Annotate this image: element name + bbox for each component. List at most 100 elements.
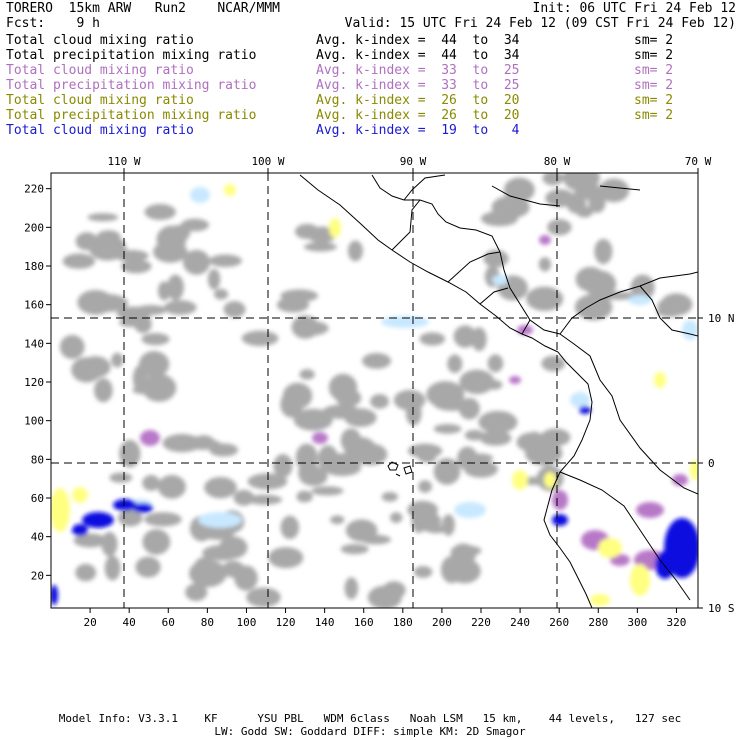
axis-ticks — [46, 168, 703, 613]
cloud-blob — [94, 378, 113, 403]
lightblue-patch — [454, 502, 486, 518]
legend-kindex: Avg. k-index = 44 to 34 — [316, 33, 520, 48]
legend-row: Total precipitation mixing ratio Avg. k-i… — [6, 108, 736, 123]
x-tick-label: 220 — [471, 616, 491, 629]
caribbean-islands — [491, 185, 641, 207]
purple-patch — [636, 502, 664, 518]
cloud-blob — [120, 259, 152, 274]
ecuador-peru-border — [559, 471, 691, 601]
lightblue-patch — [381, 316, 429, 328]
cloud-blob — [246, 494, 283, 505]
cloud-blob — [419, 332, 446, 346]
cloud-blob — [486, 379, 503, 390]
x-tick-label: 240 — [510, 616, 530, 629]
axis-labels: 20 40 60 80 100 120 140 160 180 200 220 240 260 280 30… — [24, 155, 734, 629]
x-tick-label: 280 — [588, 616, 608, 629]
cloud-blob — [413, 565, 433, 578]
cloud-blob — [273, 454, 293, 478]
cloud-blob — [62, 253, 96, 269]
cloud-blob — [144, 203, 176, 220]
x-tick-label: 80 — [201, 616, 214, 629]
legend-kindex: Avg. k-index = 19 to 4 — [316, 123, 520, 138]
border-costa-rica — [521, 319, 531, 335]
legend-field: Total cloud mixing ratio — [6, 33, 194, 48]
y-tick-label: 180 — [24, 260, 44, 273]
blue-patch — [113, 499, 137, 511]
cloud-blob — [213, 288, 229, 300]
yellow-patch — [51, 488, 70, 532]
cloud-blob — [296, 490, 312, 503]
yellow-patch — [72, 487, 88, 503]
cloud-blob — [282, 382, 313, 409]
lightblue-patch — [492, 275, 508, 285]
cloud-blob — [479, 430, 512, 446]
cloud-blob — [459, 369, 495, 395]
y-tick-label: 100 — [24, 415, 44, 428]
cloud-blob — [104, 555, 121, 581]
cloud-blob — [202, 545, 242, 561]
cloud-blob — [246, 587, 281, 608]
cloud-blob — [297, 227, 336, 237]
yellow-patch — [598, 538, 622, 558]
model-title: TORERO 15km ARW Run2 NCAR/MMM — [6, 1, 280, 16]
cloud-blob — [665, 295, 691, 314]
cloud-blob — [119, 439, 141, 468]
cloud-blob — [153, 241, 188, 263]
cloud-blob — [598, 178, 630, 203]
cloud-blob — [353, 443, 388, 466]
yellow-patch — [654, 372, 666, 388]
x-tick-label: 300 — [627, 616, 647, 629]
cloud-blob — [347, 240, 363, 262]
legend-row: Total cloud mixing ratio Avg. k-index = 3… — [6, 63, 736, 78]
legend-field: Total cloud mixing ratio — [6, 93, 194, 108]
cloud-blob — [75, 563, 97, 582]
model-info: Model Info: V3.3.1 KF YSU PBL WDM 6class… — [58, 712, 682, 725]
cloud-blob — [207, 268, 221, 290]
cloud-blob — [208, 254, 242, 268]
cloud-blob — [88, 294, 128, 312]
y-tick-label: 220 — [24, 183, 44, 196]
cloud-blob — [134, 314, 152, 334]
forecast-hour: Fcst: 9 h — [6, 16, 100, 31]
cloud-blob — [142, 475, 161, 491]
y-tick-label: 40 — [31, 531, 44, 544]
purple-patch — [552, 490, 568, 510]
cloud-blob — [167, 274, 184, 301]
y-tick-label: 140 — [24, 337, 44, 350]
cloud-blob — [241, 330, 279, 347]
cloud-blob — [340, 543, 369, 555]
y-tick-label: 20 — [31, 569, 44, 582]
cloud-blob — [299, 369, 315, 380]
cloud-blob — [407, 500, 438, 519]
lon-label: 100 W — [251, 155, 284, 168]
x-tick-label: 100 — [237, 616, 257, 629]
cloud-blob — [524, 440, 563, 466]
blue-patch — [72, 524, 88, 536]
yellow-patch — [544, 472, 556, 488]
cloud-blob — [163, 300, 197, 315]
lon-label: 80 W — [544, 155, 571, 168]
cloud-blob — [433, 397, 471, 411]
cloud-blob — [144, 512, 182, 527]
cloud-blob — [268, 547, 304, 569]
cloud-blob — [247, 473, 288, 490]
border-honduras — [447, 251, 501, 283]
yellow-patch — [630, 564, 650, 596]
x-tick-label: 160 — [354, 616, 374, 629]
cloud-blob — [157, 474, 186, 499]
x-tick-label: 180 — [393, 616, 413, 629]
venezuela-border — [639, 285, 698, 337]
cloud-blob — [542, 173, 564, 186]
cloud-blob — [298, 462, 321, 484]
south-america-north-coast — [559, 271, 698, 335]
cloud-blob — [630, 274, 655, 301]
cloud-blob — [344, 577, 359, 600]
y-tick-label: 160 — [24, 299, 44, 312]
lon-label: 90 W — [400, 155, 427, 168]
cloud-blob — [109, 472, 133, 483]
cloud-blob — [323, 459, 362, 477]
yellow-patch — [329, 218, 341, 238]
blue-patch — [579, 406, 591, 414]
yellow-patch — [224, 184, 236, 196]
y-tick-label: 120 — [24, 376, 44, 389]
